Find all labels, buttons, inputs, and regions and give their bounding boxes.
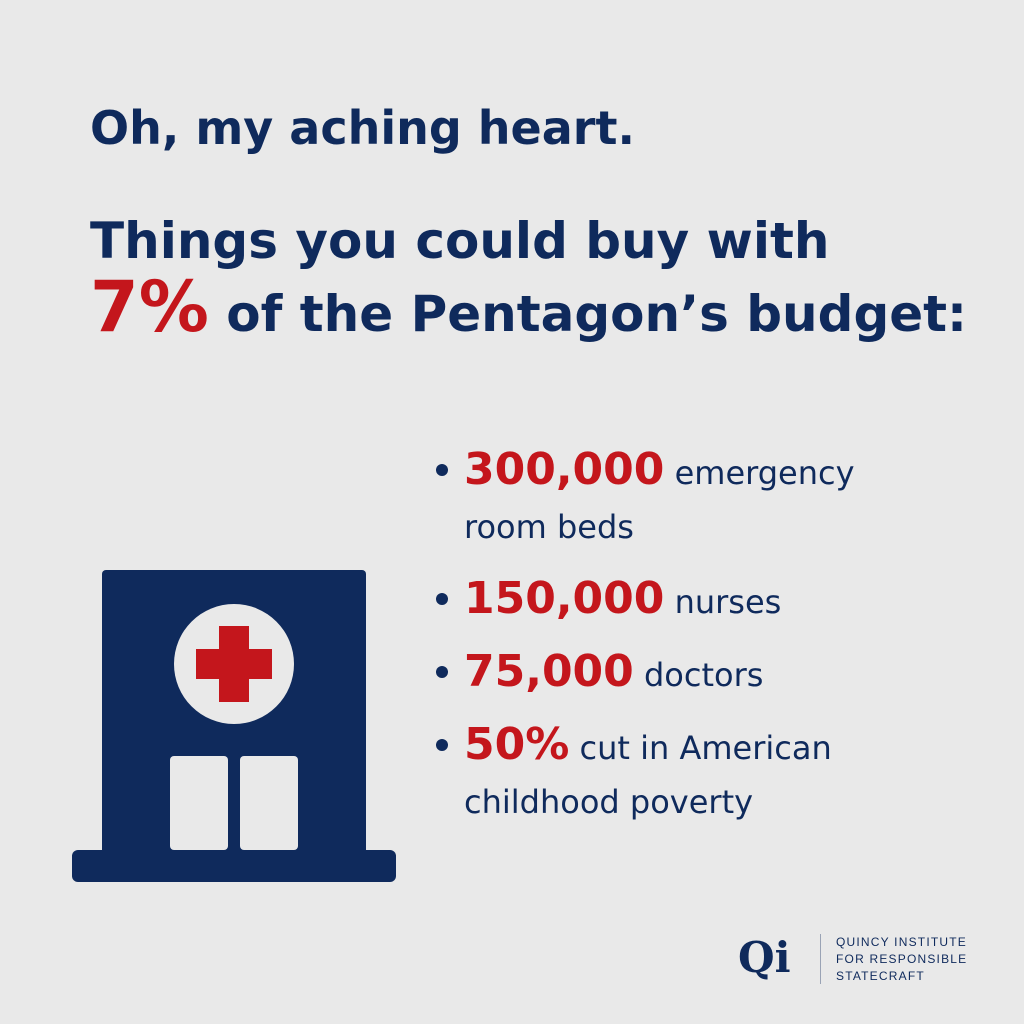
- hospital-building-icon: [72, 570, 396, 882]
- bullet-list: 300,000 emergency room beds 150,000 nurs…: [430, 440, 1010, 844]
- headline: Oh, my aching heart.: [90, 101, 635, 155]
- logo-line-2: FOR RESPONSIBLE: [836, 952, 968, 966]
- list-item: 75,000 doctors: [430, 642, 1010, 705]
- bullet-text: doctors: [633, 656, 764, 694]
- list-item: 150,000 nurses: [430, 569, 1010, 632]
- logo-line-3: STATECRAFT: [836, 969, 925, 983]
- bullet-number: 150,000: [464, 573, 665, 624]
- subhead-percent: 7%: [90, 266, 209, 348]
- bullet-text: cut in American: [569, 729, 832, 767]
- logo-divider: [820, 934, 821, 984]
- subhead-line-1: Things you could buy with: [90, 212, 830, 270]
- subhead-line-2-rest: of the Pentagon’s budget:: [208, 285, 968, 343]
- logo-line-1: QUINCY INSTITUTE: [836, 935, 967, 949]
- bullet-number: 75,000: [464, 646, 634, 697]
- subhead-line-2: 7% of the Pentagon’s budget:: [90, 272, 968, 347]
- bullet-continuation: room beds: [464, 508, 634, 546]
- bullet-text: nurses: [664, 583, 782, 621]
- bullet-continuation: childhood poverty: [464, 783, 754, 821]
- list-item: 50% cut in American childhood poverty: [430, 715, 1010, 826]
- bullet-number: 300,000: [464, 444, 665, 495]
- logo-text: QUINCY INSTITUTE FOR RESPONSIBLE STATECR…: [836, 934, 967, 985]
- logo-mark: Qi: [738, 933, 791, 982]
- subhead: Things you could buy with 7% of the Pent…: [90, 208, 967, 347]
- list-item: 300,000 emergency room beds: [430, 440, 1010, 551]
- bullet-number: 50%: [464, 719, 570, 770]
- quincy-institute-logo: Qi QUINCY INSTITUTE FOR RESPONSIBLE STAT…: [738, 930, 998, 990]
- bullet-text: emergency: [664, 454, 855, 492]
